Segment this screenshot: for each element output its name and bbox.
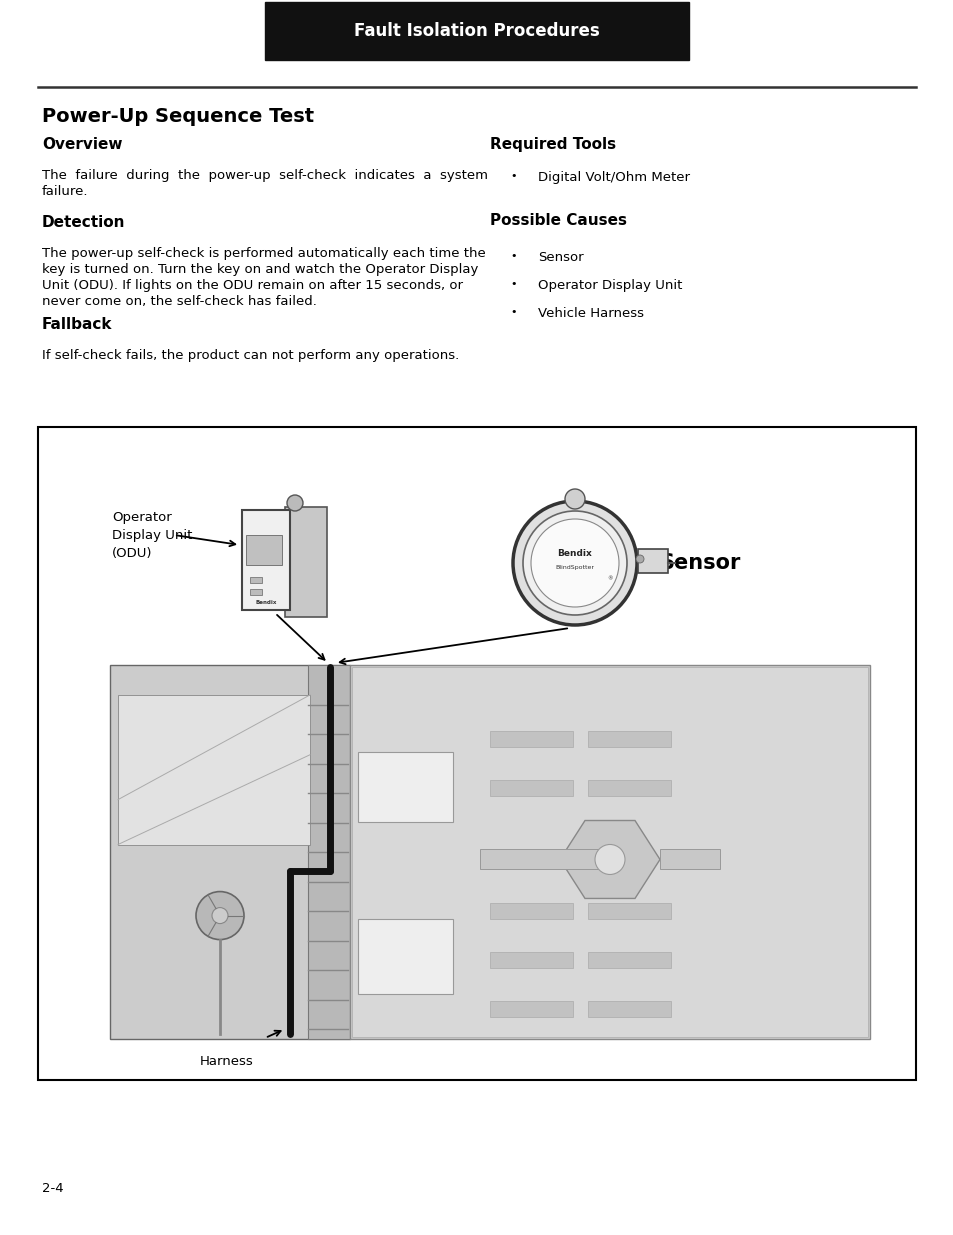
Text: key is turned on. Turn the key on and watch the Operator Display: key is turned on. Turn the key on and wa… [42,263,477,275]
Bar [490,731,573,747]
Text: Operator
Display Unit
(ODU): Operator Display Unit (ODU) [112,510,193,559]
Text: Required Tools: Required Tools [490,137,616,152]
Circle shape [636,555,643,563]
Circle shape [513,501,637,625]
Text: •: • [510,308,516,317]
Bar [659,850,720,869]
Bar [357,752,453,823]
Circle shape [531,519,618,606]
Text: never come on, the self-check has failed.: never come on, the self-check has failed… [42,295,316,308]
Bar [118,695,310,845]
Text: Unit (ODU). If lights on the ODU remain on after 15 seconds, or: Unit (ODU). If lights on the ODU remain … [42,279,462,291]
Bar [110,664,350,1039]
Text: Harness: Harness [200,1055,253,1068]
Text: The  failure  during  the  power-up  self-check  indicates  a  system: The failure during the power-up self-che… [42,169,488,182]
Text: Overview: Overview [42,137,122,152]
Bar [246,535,282,564]
Bar [587,903,670,919]
Text: •: • [510,251,516,261]
Bar [587,731,670,747]
Bar [357,919,453,994]
Text: Fault Isolation Procedures: Fault Isolation Procedures [354,22,599,40]
Bar [242,510,290,610]
Bar [587,779,670,795]
Text: Digital Volt/Ohm Meter: Digital Volt/Ohm Meter [537,170,689,184]
Bar [250,589,262,595]
Circle shape [564,489,584,509]
Bar [479,850,599,869]
Text: Power-Up Sequence Test: Power-Up Sequence Test [42,107,314,126]
Text: Operator Display Unit: Operator Display Unit [537,279,681,291]
Text: Sensor: Sensor [537,251,583,264]
Bar [490,952,573,968]
Text: failure.: failure. [42,185,89,198]
Bar [587,952,670,968]
Text: •: • [510,279,516,289]
Bar [490,903,573,919]
Bar [490,1000,573,1016]
Bar [490,779,573,795]
Circle shape [287,495,303,511]
Polygon shape [559,820,659,898]
Bar [265,2,688,61]
Text: 2-4: 2-4 [42,1182,64,1195]
Bar [308,664,350,1039]
Bar [38,427,915,1079]
Text: Detection: Detection [42,215,126,230]
Bar [250,577,262,583]
Circle shape [195,892,244,940]
Circle shape [595,845,624,874]
Circle shape [212,908,228,924]
Text: If self-check fails, the product can not perform any operations.: If self-check fails, the product can not… [42,350,458,362]
Bar [587,1000,670,1016]
Bar [350,664,869,1039]
Text: ®: ® [607,577,612,582]
Text: •: • [510,170,516,182]
Bar [352,667,867,1037]
Text: The power-up self-check is performed automatically each time the: The power-up self-check is performed aut… [42,247,485,261]
Bar [638,550,667,573]
Text: Sensor: Sensor [659,553,740,573]
Text: BlindSpotter: BlindSpotter [555,566,594,571]
Text: Fallback: Fallback [42,317,112,332]
Text: Vehicle Harness: Vehicle Harness [537,308,643,320]
Text: Possible Causes: Possible Causes [490,212,626,228]
Bar [285,508,327,618]
Text: Bendix: Bendix [558,548,592,557]
Circle shape [522,511,626,615]
Text: Bendix: Bendix [255,600,276,605]
